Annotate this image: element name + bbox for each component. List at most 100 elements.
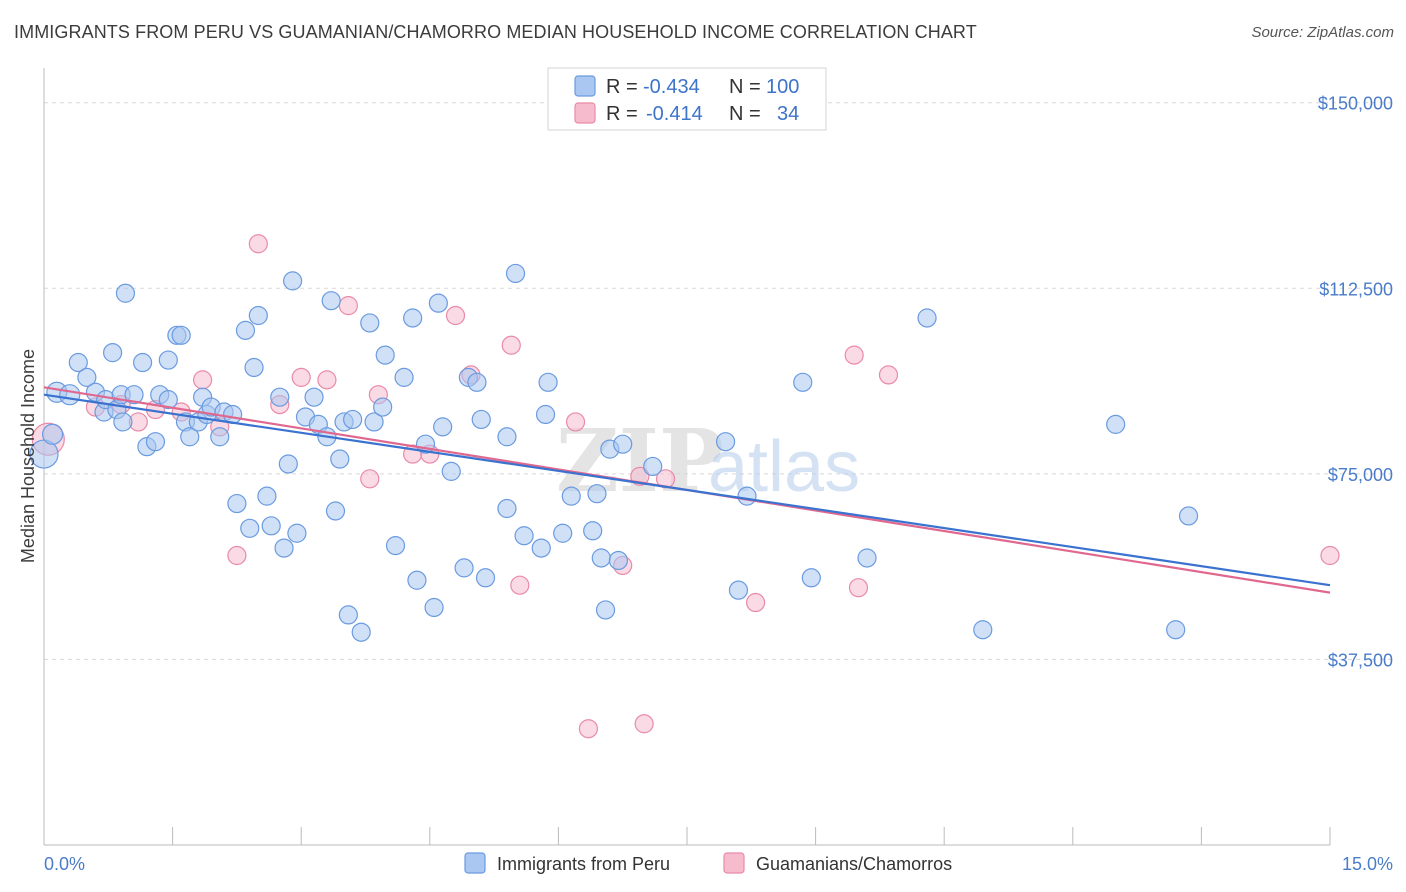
peru-point-41: [278, 454, 298, 474]
watermark: ZIP atlas: [556, 411, 860, 512]
guamanian-point-30: [848, 578, 869, 598]
peru-point-29: [210, 427, 230, 447]
peru-point-71: [471, 409, 491, 430]
peru-point-60: [394, 367, 414, 387]
peru-point-81: [561, 486, 581, 506]
peru-point-40: [274, 538, 294, 558]
y-tick-label-0: $37,500: [1328, 650, 1393, 670]
peru-point-42: [283, 271, 303, 291]
peru-point-35: [244, 357, 264, 378]
peru-point-55: [360, 313, 380, 333]
peru-point-85: [595, 600, 616, 620]
peru-point-49: [325, 501, 346, 521]
peru-point-9: [102, 343, 123, 363]
legend-swatch-peru: [574, 75, 596, 97]
guamanian-point-23: [578, 719, 599, 739]
peru-point-82: [583, 521, 603, 541]
peru-point-74: [497, 498, 517, 519]
peru-point-62: [407, 570, 427, 590]
peru-point-52: [343, 409, 363, 430]
trend-lines: [43, 386, 1331, 594]
peru-point-97: [973, 620, 993, 640]
guamanian-point-13: [338, 296, 358, 316]
peru-point-73: [497, 427, 517, 447]
y-tick-labels: $37,500 $75,000 $112,500 $150,000: [1318, 94, 1393, 671]
peru-point-72: [475, 568, 496, 588]
peru-point-34: [240, 518, 260, 538]
peru-point-45: [304, 387, 324, 407]
top-legend: R = -0.434 N = 100 R = -0.414 N = 34: [547, 67, 827, 131]
peru-point-70: [467, 372, 487, 392]
bottom-legend-label-guamanian: Guamanians/Chamorros: [756, 854, 952, 874]
guamanian-point-12: [317, 370, 337, 390]
y-axis-label: Median Household Income: [18, 349, 38, 563]
chart-title: IMMIGRANTS FROM PERU VS GUAMANIAN/CHAMOR…: [14, 22, 977, 42]
peru-point-37: [257, 486, 277, 506]
peru-point-64: [424, 597, 444, 618]
peru-point-13: [115, 283, 136, 303]
peru-point-54: [351, 622, 371, 642]
guamanian-point-28: [745, 592, 766, 613]
x-tick-labels: 0.0% 15.0%: [44, 854, 1393, 874]
peru-point-32: [227, 493, 247, 514]
peru-point-12: [113, 412, 133, 432]
peru-point-53: [338, 605, 358, 625]
peru-point-78: [535, 404, 556, 425]
legend-n-value-1: 100: [766, 76, 799, 98]
peru-point-88: [613, 434, 633, 454]
peru-point-94: [801, 568, 821, 588]
y-tick-label-1: $75,000: [1328, 465, 1393, 485]
legend-n-label-2: N =: [729, 103, 761, 125]
peru-point-80: [553, 523, 573, 543]
peru-point-1: [41, 423, 64, 445]
bottom-legend-label-peru: Immigrants from Peru: [497, 854, 670, 874]
peru-point-75: [505, 263, 526, 284]
peru-point-57: [373, 397, 393, 417]
trend-line-peru: [43, 393, 1331, 587]
legend-n-label-1: N =: [729, 76, 761, 98]
peru-point-50: [330, 449, 350, 469]
legend-r-value-1: -0.434: [643, 76, 700, 98]
series-peru-points: [29, 263, 1199, 642]
peru-point-15: [132, 352, 153, 373]
guamanian-point-14: [360, 469, 380, 489]
peru-point-89: [643, 456, 663, 477]
x-tick-label-0: 0.0%: [44, 854, 85, 874]
y-tick-label-2: $112,500: [1319, 279, 1393, 299]
peru-point-24: [180, 427, 200, 447]
peru-point-87: [608, 550, 629, 571]
peru-point-90: [715, 432, 736, 452]
peru-point-56: [364, 412, 384, 432]
guamanian-point-6: [193, 370, 213, 390]
bottom-legend-swatch-peru: [464, 852, 486, 874]
guamanian-point-32: [1320, 545, 1340, 566]
peru-point-3: [59, 384, 81, 406]
peru-point-22: [171, 325, 191, 345]
legend-swatch-guamanian: [574, 102, 596, 124]
watermark-zip: ZIP: [556, 411, 724, 512]
guamanian-point-11: [291, 367, 311, 387]
guamanian-point-9: [248, 234, 268, 254]
peru-point-84: [591, 548, 611, 568]
peru-point-68: [454, 558, 474, 578]
peru-point-48: [321, 291, 341, 311]
guamanian-point-18: [445, 305, 466, 326]
legend-n-value-2: 34: [777, 103, 799, 125]
peru-point-65: [428, 293, 448, 313]
y-tick-label-3: $150,000: [1318, 94, 1393, 114]
legend-r-label-2: R =: [606, 103, 638, 125]
peru-point-66: [433, 417, 453, 437]
peru-point-39: [270, 387, 290, 407]
peru-point-4: [68, 352, 88, 373]
peru-point-83: [587, 484, 607, 504]
guamanian-point-8: [227, 545, 247, 566]
peru-point-67: [441, 461, 461, 481]
guamanian-point-29: [844, 345, 864, 365]
guamanian-point-21: [510, 575, 530, 595]
x-tick-label-1: 15.0%: [1342, 854, 1393, 874]
grid-lines: [44, 102, 1396, 660]
peru-point-98: [1106, 414, 1126, 434]
guamanian-point-20: [501, 335, 521, 355]
peru-point-76: [514, 526, 534, 546]
